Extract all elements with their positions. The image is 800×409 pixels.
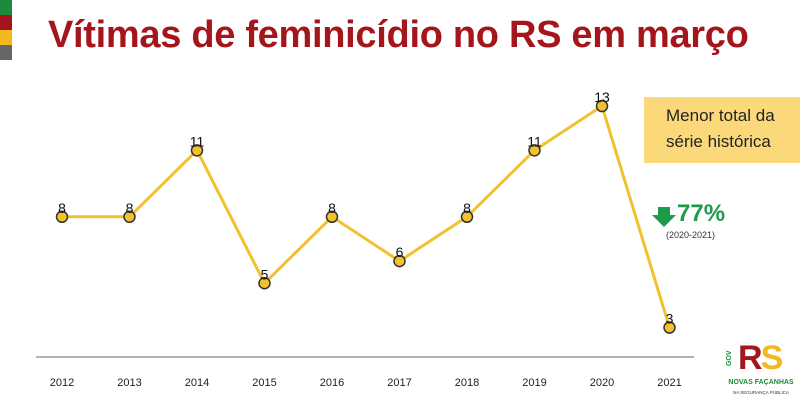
flag-stripes bbox=[0, 0, 12, 60]
data-label: 8 bbox=[328, 200, 336, 216]
data-label: 8 bbox=[58, 200, 66, 216]
x-tick-label: 2013 bbox=[117, 377, 141, 389]
data-label: 8 bbox=[126, 200, 134, 216]
data-label: 5 bbox=[261, 266, 269, 282]
change-period: (2020-2021) bbox=[666, 230, 716, 240]
logo: GOV RS NOVAS FAÇANHAS NA SEGURANÇA PÚBLI… bbox=[722, 340, 800, 406]
x-tick-label: 2020 bbox=[590, 377, 614, 389]
logo-tagline: NOVAS FAÇANHAS bbox=[728, 379, 794, 386]
data-point bbox=[393, 254, 406, 268]
data-point bbox=[528, 144, 541, 157]
callout-line-2: série histórica bbox=[666, 132, 771, 151]
callout-box: Menor total da série histórica bbox=[644, 97, 800, 163]
x-tick-label: 2014 bbox=[185, 377, 209, 389]
flag-stripe-red bbox=[0, 15, 12, 30]
data-point bbox=[595, 99, 609, 113]
data-label: 13 bbox=[594, 89, 610, 105]
x-tick-label: 2018 bbox=[455, 377, 479, 389]
data-point bbox=[55, 210, 69, 224]
x-tick-label: 2021 bbox=[657, 377, 681, 389]
data-label: 3 bbox=[666, 311, 674, 327]
logo-subtitle: NA SEGURANÇA PÚBLICA bbox=[732, 390, 790, 395]
logo-mark: GOV RS bbox=[726, 340, 796, 376]
arrow-down-icon bbox=[652, 207, 676, 227]
change-percent: 77% bbox=[677, 200, 726, 227]
data-point bbox=[190, 144, 204, 157]
data-label: 11 bbox=[190, 133, 205, 149]
x-tick-label: 2017 bbox=[387, 377, 411, 389]
data-point bbox=[258, 277, 271, 290]
change-indicator: 77% (2020-2021) bbox=[652, 200, 732, 248]
logo-letter-r: R bbox=[738, 339, 763, 377]
data-point bbox=[460, 210, 474, 224]
logo-letter-s: S bbox=[760, 339, 784, 377]
data-label: 11 bbox=[527, 133, 542, 149]
x-tick-label: 2012 bbox=[50, 377, 74, 389]
data-label: 6 bbox=[396, 244, 404, 260]
logo-rs: RS bbox=[738, 339, 784, 377]
flag-stripe-yellow bbox=[0, 30, 12, 45]
chart-title: Vítimas de feminicídio no RS em março bbox=[48, 14, 749, 56]
callout-line-1: Menor total da bbox=[666, 106, 775, 125]
logo-gov-text: GOV bbox=[726, 350, 733, 366]
x-tick-label: 2015 bbox=[252, 377, 276, 389]
data-point bbox=[123, 210, 136, 224]
x-tick-label: 2016 bbox=[320, 377, 344, 389]
data-label: 8 bbox=[463, 200, 471, 216]
x-tick-label: 2019 bbox=[522, 377, 546, 389]
series-line bbox=[62, 104, 671, 328]
data-point bbox=[663, 321, 676, 334]
flag-stripe-green bbox=[0, 0, 12, 15]
flag-stripe-gray bbox=[0, 45, 12, 60]
data-point bbox=[325, 210, 339, 224]
